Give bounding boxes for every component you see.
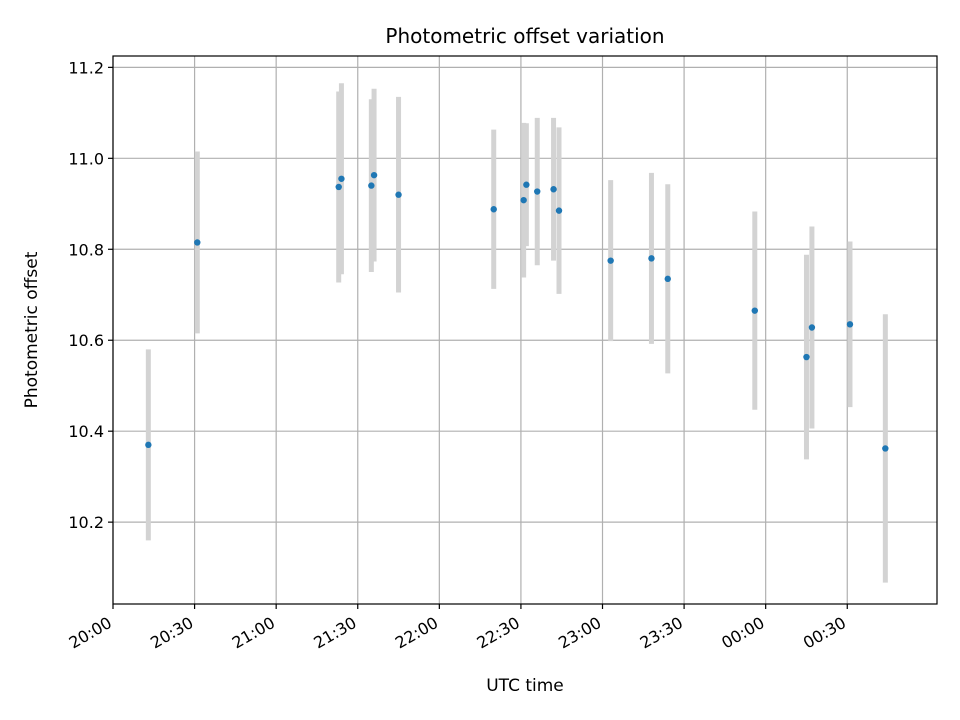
y-tick-label: 10.6 — [68, 331, 104, 350]
y-tick-label: 10.4 — [68, 422, 104, 441]
data-point — [194, 239, 201, 246]
y-tick-label: 10.8 — [68, 240, 104, 259]
data-point — [520, 196, 527, 204]
data-point — [550, 186, 557, 193]
data-point — [523, 181, 530, 188]
y-axis-title: Photometric offset — [22, 251, 42, 408]
data-point — [370, 171, 378, 179]
y-tick-label: 11.2 — [68, 58, 104, 77]
plot-frame — [112, 55, 938, 605]
data-point — [803, 353, 810, 361]
data-point — [145, 441, 152, 449]
y-tick-label: 11.0 — [68, 149, 104, 168]
data-point — [490, 206, 497, 213]
data-point — [335, 183, 342, 191]
data-point — [368, 182, 375, 189]
data-points — [145, 171, 889, 452]
data-point — [534, 188, 541, 195]
data-point — [338, 175, 345, 182]
data-point — [664, 275, 671, 283]
data-point — [555, 207, 563, 214]
data-point — [607, 257, 614, 264]
data-point — [882, 445, 889, 452]
data-point — [846, 321, 854, 328]
y-tick-label: 10.2 — [68, 513, 104, 532]
data-point — [395, 191, 402, 198]
data-point — [808, 324, 816, 331]
chart-title: Photometric offset variation — [385, 24, 664, 48]
x-axis-title: UTC time — [486, 676, 564, 696]
data-point — [751, 307, 758, 314]
data-point — [648, 255, 655, 262]
